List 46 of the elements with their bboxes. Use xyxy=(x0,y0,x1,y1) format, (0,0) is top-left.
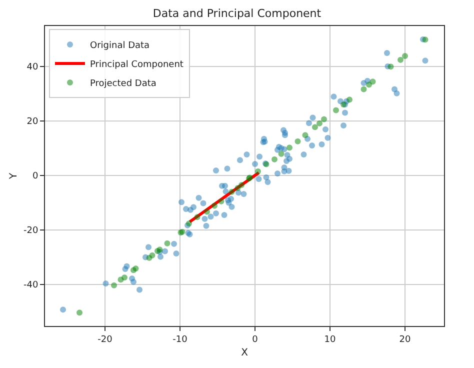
y-axis-title: Y xyxy=(8,172,20,180)
x-tick-label: -10 xyxy=(172,334,188,345)
y-tick-label: 0 xyxy=(32,172,38,182)
legend-label: Projected Data xyxy=(90,79,156,90)
point xyxy=(278,150,284,157)
point xyxy=(294,138,301,144)
point xyxy=(360,86,367,92)
point xyxy=(218,198,224,204)
legend-label: Original Data xyxy=(90,41,150,52)
point xyxy=(346,96,352,103)
y-tick-label: 20 xyxy=(26,117,38,128)
point xyxy=(255,168,261,174)
point xyxy=(312,124,318,130)
legend-label: Principal Component xyxy=(90,60,184,70)
point xyxy=(149,252,156,258)
point xyxy=(286,144,292,151)
point xyxy=(302,132,308,138)
x-tick-label: 10 xyxy=(324,334,336,345)
point xyxy=(132,265,139,272)
point xyxy=(316,120,322,126)
x-tick-label: -20 xyxy=(98,334,113,345)
point xyxy=(366,82,372,88)
point xyxy=(238,182,244,188)
point xyxy=(333,107,339,114)
point xyxy=(388,64,394,70)
point xyxy=(228,188,235,195)
point xyxy=(212,202,218,209)
y-tick-label: -20 xyxy=(23,226,38,236)
point xyxy=(164,240,170,246)
point xyxy=(204,208,210,215)
chart-title: Data and Principal Component xyxy=(152,6,322,20)
point xyxy=(111,282,117,288)
x-axis-title: X xyxy=(241,347,248,358)
y-tick-label: 40 xyxy=(26,62,38,73)
point xyxy=(194,214,200,220)
x-tick-label: 0 xyxy=(252,334,258,345)
point xyxy=(370,78,376,85)
point xyxy=(76,310,82,316)
point xyxy=(402,53,408,59)
point xyxy=(122,274,128,280)
point xyxy=(321,116,327,122)
y-tick-label: -40 xyxy=(23,280,38,291)
point xyxy=(398,56,404,63)
point xyxy=(272,156,278,162)
x-tick-label: 20 xyxy=(399,334,411,345)
point xyxy=(422,36,428,43)
